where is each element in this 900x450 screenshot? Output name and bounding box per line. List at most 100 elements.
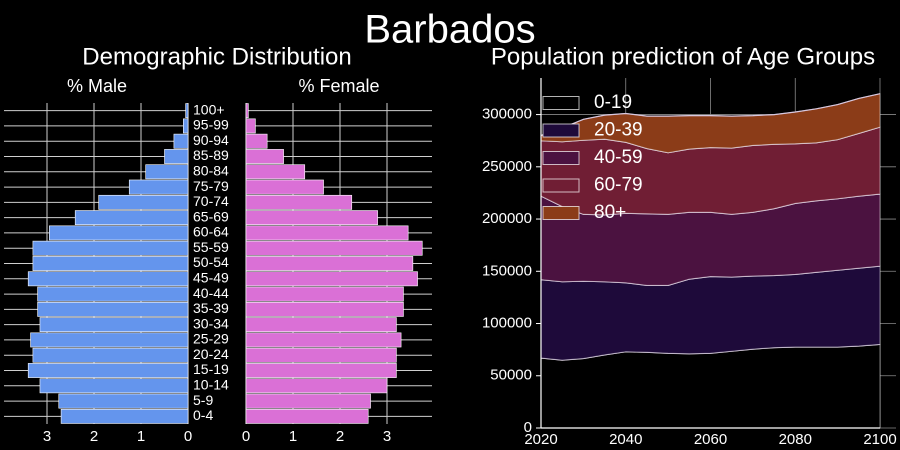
female-tick-label: 2 <box>336 428 344 445</box>
male-bar <box>60 408 189 424</box>
legend-swatch <box>542 206 580 220</box>
male-bar <box>183 118 189 134</box>
y-tick-label: 150000 <box>482 262 532 279</box>
x-tick-label: 2020 <box>524 431 557 448</box>
female-bar <box>245 225 409 241</box>
female-axis-label: % Female <box>298 76 379 96</box>
age-group-label: 70-74 <box>193 193 229 209</box>
female-bar <box>245 347 397 363</box>
pyramid-bars <box>27 103 423 424</box>
female-bar <box>245 363 397 378</box>
legend: 0-19 20-39 40-59 60-79 80+ <box>542 92 643 223</box>
male-bar <box>145 164 189 180</box>
age-group-label: 45-49 <box>193 269 229 285</box>
male-bar <box>32 347 189 363</box>
male-tick-label: 0 <box>184 428 192 445</box>
male-bar <box>39 378 189 394</box>
age-group-labels: 0-45-910-1415-1920-2425-2930-3435-3940-4… <box>193 101 229 423</box>
male-bar <box>27 271 189 287</box>
figure-title: Barbados <box>364 8 535 52</box>
y-tick-label: 50000 <box>490 367 532 384</box>
male-bar <box>39 317 189 333</box>
age-group-label: 100+ <box>193 101 225 117</box>
male-bar <box>32 256 189 271</box>
female-bar <box>245 179 324 195</box>
legend-swatch <box>542 178 580 193</box>
female-tick-label: 0 <box>242 428 250 445</box>
age-group-label: 85-89 <box>193 147 229 163</box>
legend-swatch <box>542 123 580 138</box>
y-tick-label: 0 <box>524 419 532 436</box>
age-group-label: 25-29 <box>193 331 229 347</box>
male-bar <box>58 393 189 409</box>
female-bar <box>245 164 306 180</box>
age-group-label: 55-59 <box>193 239 229 255</box>
age-group-label: 5-9 <box>193 392 213 408</box>
male-bar <box>185 103 189 119</box>
male-bar <box>173 133 189 149</box>
age-group-label: 40-44 <box>193 285 229 301</box>
female-bar <box>245 194 353 210</box>
area-top-line <box>540 93 881 137</box>
female-bar <box>245 103 249 119</box>
male-bar <box>74 210 189 226</box>
area-title: Population prediction of Age Groups <box>491 43 875 70</box>
female-bar <box>245 286 404 302</box>
age-group-label: 0-4 <box>193 407 213 423</box>
legend-label: 80+ <box>594 202 626 223</box>
male-bar <box>128 179 189 195</box>
y-tick-label: 200000 <box>482 210 532 227</box>
legend-label: 60-79 <box>594 175 643 196</box>
female-bar <box>245 256 414 271</box>
legend-label: 40-59 <box>594 147 643 168</box>
age-group-label: 10-14 <box>193 376 229 392</box>
male-tick-label: 2 <box>90 428 98 445</box>
age-group-label: 90-94 <box>193 132 229 148</box>
area-tick-labels: 2020 2040 2060 2080 2100 0 50000 100000 150000 20… <box>482 106 897 448</box>
population-area-chart: Population prediction of Age Groups 2020… <box>482 43 897 448</box>
male-bar <box>32 240 189 256</box>
x-tick-label: 2080 <box>779 431 812 448</box>
y-tick-label: 100000 <box>482 314 532 331</box>
x-tick-label: 2040 <box>609 431 642 448</box>
age-group-label: 30-34 <box>193 315 229 331</box>
legend-label: 0-19 <box>594 92 632 113</box>
male-axis-label: % Male <box>67 76 127 96</box>
female-bar <box>245 118 256 134</box>
male-bar <box>49 225 189 241</box>
female-bar <box>245 149 284 164</box>
legend-swatch <box>542 96 580 110</box>
male-tick-label: 3 <box>43 428 51 445</box>
male-bar <box>27 363 189 378</box>
male-bar <box>98 194 189 210</box>
female-tick-label: 3 <box>383 428 391 445</box>
age-group-label: 65-69 <box>193 208 229 224</box>
y-tick-label: 250000 <box>482 158 532 175</box>
female-bar <box>245 133 268 149</box>
female-tick-label: 1 <box>289 428 297 445</box>
female-bar <box>245 301 404 317</box>
female-bar <box>245 271 418 287</box>
female-bar <box>245 378 388 394</box>
male-bar <box>30 332 189 348</box>
age-group-label: 75-79 <box>193 178 229 194</box>
female-bar <box>245 240 423 256</box>
x-tick-label: 2100 <box>863 431 896 448</box>
male-bar <box>37 301 189 317</box>
demographic-pyramid: Demographic Distribution % Male % Female… <box>4 43 432 445</box>
pyramid-title: Demographic Distribution <box>82 43 351 70</box>
male-tick-label: 1 <box>137 428 145 445</box>
y-tick-label: 300000 <box>482 106 532 123</box>
age-group-label: 35-39 <box>193 300 229 316</box>
female-bar <box>245 408 369 424</box>
x-tick-label: 2060 <box>694 431 727 448</box>
legend-swatch <box>542 151 580 165</box>
male-bar <box>164 149 189 164</box>
area-axes <box>536 78 880 429</box>
pyramid-tick-labels: 3 2 1 0 0 1 2 3 <box>43 428 391 445</box>
age-group-label: 50-54 <box>193 254 229 270</box>
area-series <box>540 93 881 429</box>
male-bar <box>37 286 189 302</box>
